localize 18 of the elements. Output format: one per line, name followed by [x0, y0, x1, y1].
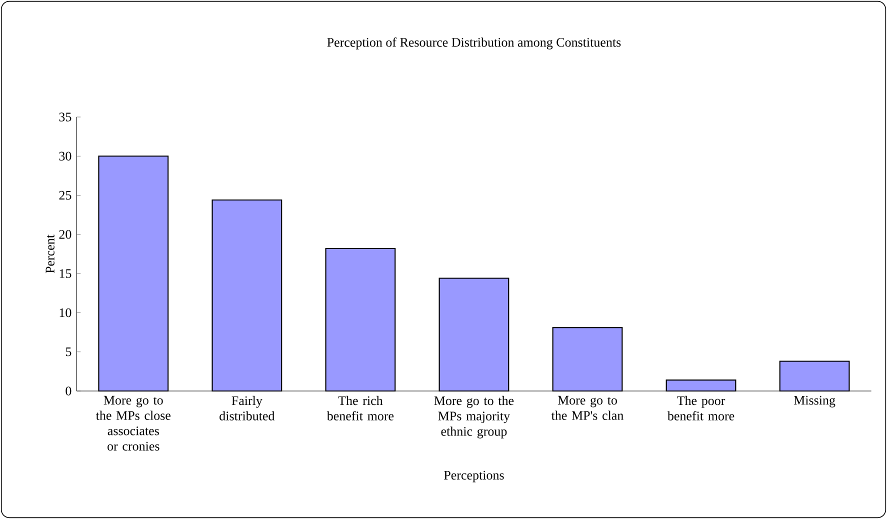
y-tick-label: 35 [59, 112, 72, 122]
x-tick-label: More go to the MP's clan [551, 396, 624, 420]
chart-title: Perception of Resource Distribution among Constituents [327, 37, 621, 50]
x-axis-title: Perceptions [444, 470, 504, 482]
y-tick-label: 10 [60, 308, 72, 318]
x-tick-label: More go to the MPs majority ethnic group [434, 396, 514, 438]
y-tick-label: 15 [60, 269, 72, 278]
x-tick-label: The poor benefit more [667, 396, 734, 420]
y-tick-label: 0 [66, 386, 72, 396]
y-tick-label: 5 [66, 348, 72, 356]
y-axis-title: Percent [46, 234, 54, 274]
y-tick-label: 30 [59, 152, 72, 161]
x-tick-label: The rich benefit more [326, 396, 394, 420]
y-tick-label: 20 [59, 230, 72, 239]
y-tick-label: 25 [59, 190, 72, 200]
x-tick-label: More go to the MPs close associates or cronies [96, 396, 171, 451]
x-tick-label: Fairly distributed [220, 396, 275, 420]
x-tick-label: Missing [794, 396, 836, 408]
